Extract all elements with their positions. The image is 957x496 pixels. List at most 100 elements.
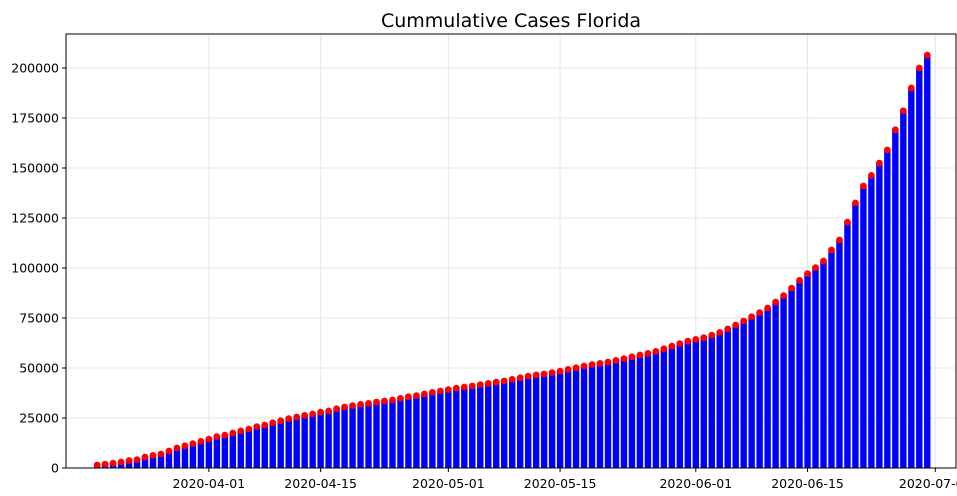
y-tick-label: 125000	[11, 211, 59, 226]
bar	[341, 407, 348, 468]
bar	[501, 381, 508, 468]
bar	[453, 388, 460, 468]
bar	[141, 457, 149, 468]
data-point	[740, 317, 748, 325]
data-point	[923, 51, 931, 59]
data-point	[700, 334, 708, 341]
data-point	[413, 392, 420, 399]
data-point	[684, 337, 692, 345]
data-point	[860, 182, 867, 190]
data-point	[836, 236, 843, 244]
bar	[892, 129, 899, 469]
bar	[604, 362, 612, 468]
data-point	[341, 403, 348, 411]
data-point	[197, 438, 205, 445]
data-point	[812, 264, 819, 271]
data-point	[245, 425, 253, 433]
data-point	[516, 374, 524, 382]
data-point	[772, 298, 780, 306]
data-point	[357, 401, 364, 408]
bar	[269, 422, 276, 468]
data-point	[852, 199, 859, 207]
bar	[580, 366, 588, 468]
data-point	[556, 367, 564, 375]
bar	[157, 454, 165, 468]
data-point	[652, 348, 660, 355]
data-point	[317, 408, 325, 416]
data-point	[580, 362, 588, 370]
bar	[493, 382, 500, 468]
bar	[772, 302, 779, 468]
x-tick-label: 2020-05-01	[412, 476, 485, 491]
data-point	[460, 383, 468, 391]
bar	[740, 321, 747, 468]
data-point	[397, 395, 404, 402]
bar	[357, 404, 364, 468]
data-point	[548, 369, 556, 376]
y-axis: 0 25000 50000 75000 100000 125000 150000 175000…	[11, 61, 66, 476]
bar	[237, 431, 244, 468]
bar	[213, 436, 221, 468]
bar	[708, 335, 715, 468]
y-tick-label: 150000	[11, 161, 59, 176]
data-point	[756, 309, 764, 316]
bar	[588, 364, 596, 468]
data-point	[476, 381, 484, 388]
bar	[804, 273, 811, 468]
data-point	[309, 410, 317, 418]
data-point	[644, 350, 652, 357]
data-point	[181, 442, 189, 450]
data-point	[149, 452, 157, 459]
data-point	[133, 456, 141, 463]
data-point	[660, 345, 668, 353]
data-point	[500, 377, 508, 385]
data-point	[381, 397, 388, 405]
data-point	[668, 342, 676, 350]
bar	[620, 358, 628, 468]
x-tick-label: 2020-06-01	[659, 476, 732, 491]
data-point	[444, 386, 452, 393]
bar	[532, 375, 540, 468]
bar	[860, 186, 867, 468]
data-point	[365, 400, 372, 407]
bar	[349, 405, 356, 468]
data-point	[117, 458, 125, 466]
data-point	[205, 435, 213, 443]
data-point	[261, 421, 269, 429]
bar	[381, 401, 388, 468]
data-point	[301, 412, 309, 419]
bar	[429, 392, 436, 468]
bar	[509, 379, 516, 468]
y-tick-label: 50000	[19, 361, 59, 376]
data-point	[157, 450, 165, 458]
bar	[485, 383, 492, 468]
bar	[652, 351, 660, 468]
data-point	[612, 357, 620, 364]
data-point	[333, 405, 340, 413]
bars	[93, 55, 931, 469]
bar	[173, 448, 181, 468]
data-point	[604, 358, 612, 366]
data-point	[875, 159, 883, 167]
bar	[876, 163, 883, 468]
bar	[796, 280, 803, 468]
markers	[93, 51, 931, 469]
data-point	[420, 390, 428, 398]
bar	[437, 391, 444, 468]
data-point	[572, 364, 580, 372]
data-point	[780, 292, 787, 299]
bar	[245, 429, 252, 468]
data-point	[101, 460, 109, 468]
data-point	[796, 277, 803, 284]
data-point	[891, 126, 899, 134]
y-tick-label: 100000	[11, 261, 59, 276]
bar	[868, 175, 875, 468]
bar	[445, 389, 452, 468]
y-tick-label: 175000	[11, 111, 59, 126]
bar	[229, 433, 237, 468]
data-point	[748, 313, 756, 321]
bar	[189, 443, 197, 468]
bar	[596, 363, 604, 468]
bar	[277, 420, 284, 468]
bar	[293, 417, 300, 468]
